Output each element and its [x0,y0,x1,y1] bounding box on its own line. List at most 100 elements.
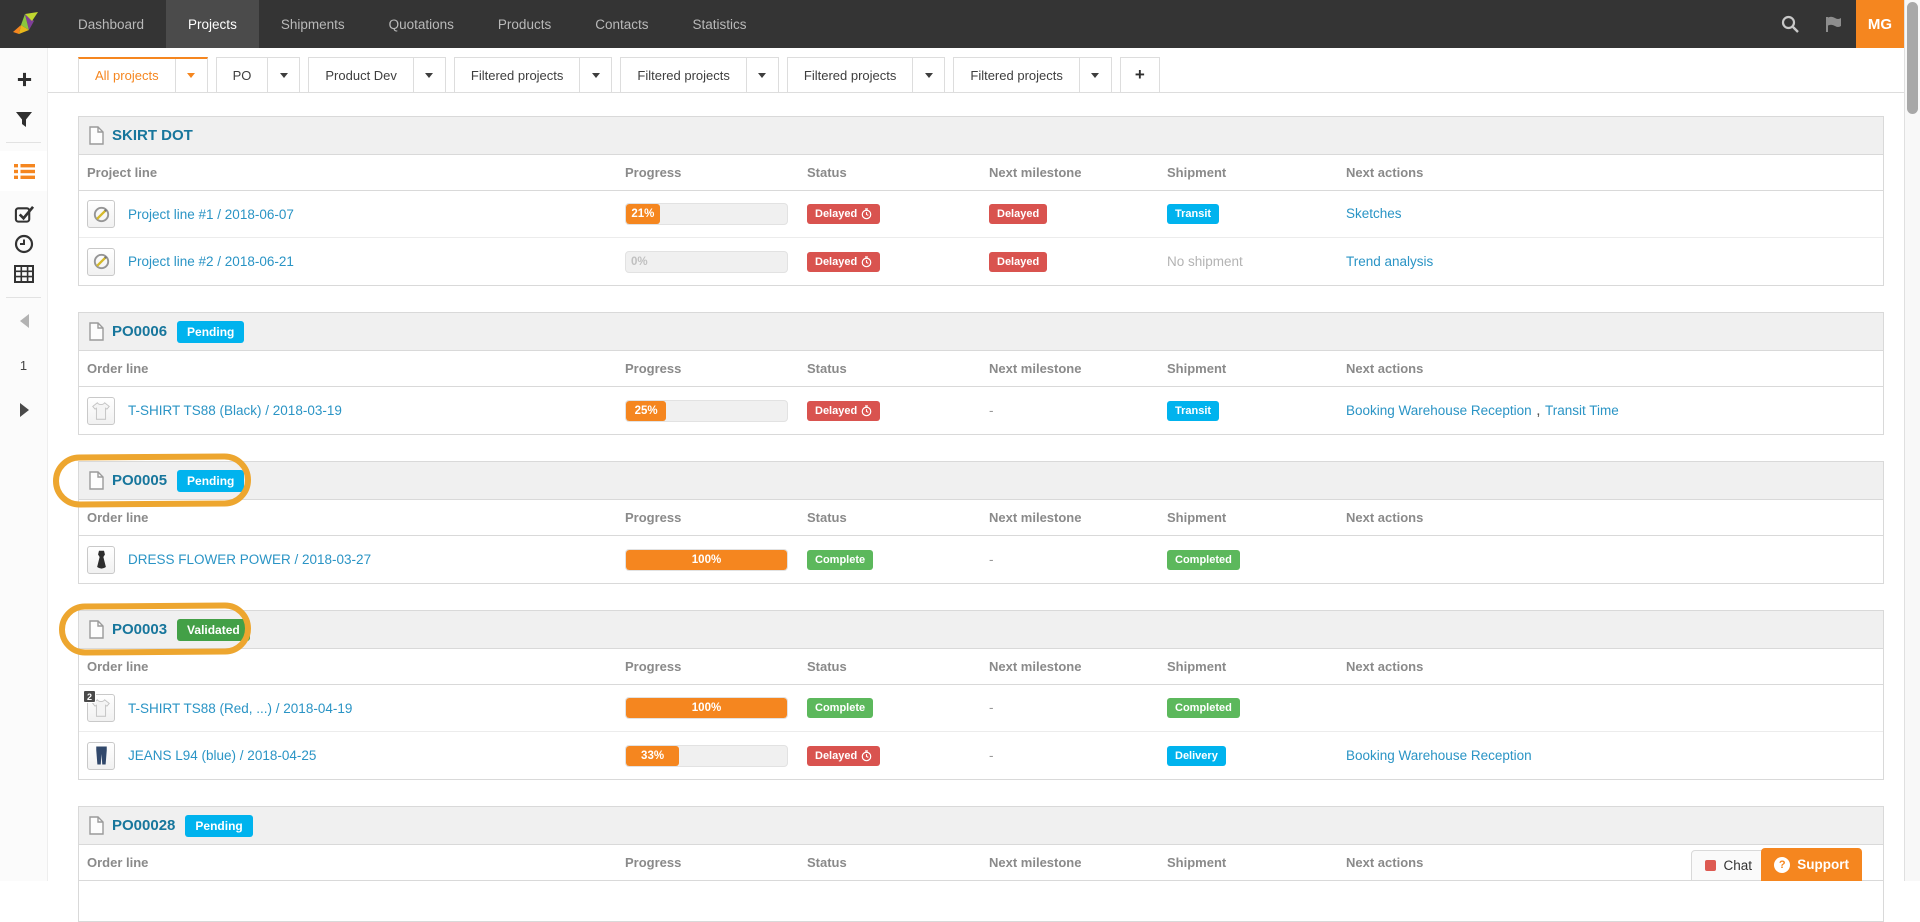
list-view-button[interactable] [0,156,48,186]
next-action-link[interactable]: Booking Warehouse Reception [1346,403,1532,418]
badge-label: Delivery [1175,750,1218,762]
tab-label[interactable]: Filtered projects [954,58,1078,92]
milestone-dash: - [989,403,994,418]
tab-label[interactable]: Filtered projects [621,58,745,92]
tab-label[interactable]: Filtered projects [455,58,579,92]
tab-label[interactable]: Filtered projects [788,58,912,92]
search-icon [1781,15,1800,34]
tshirt-thumbnail[interactable] [87,397,115,425]
filter-button[interactable] [0,104,48,134]
tab-product-dev[interactable]: Product Dev [308,57,446,92]
tab-dropdown-button[interactable] [413,58,445,92]
vertical-scrollbar[interactable] [1904,0,1920,881]
nav-item-shipments[interactable]: Shipments [259,0,367,48]
nav-item-products[interactable]: Products [476,0,573,48]
tab-all-projects[interactable]: All projects [78,57,208,92]
add-tab-button[interactable]: + [1120,57,1160,92]
table-view-button[interactable] [0,259,48,289]
project-title[interactable]: PO0003 [112,621,167,638]
tab-dropdown-button[interactable] [175,59,207,92]
action-separator: , [1532,402,1545,419]
tab-po[interactable]: PO [216,57,301,92]
next-page-button[interactable] [0,395,48,425]
flag-button[interactable] [1812,0,1856,48]
next-action-link[interactable]: Sketches [1346,206,1402,221]
support-button[interactable]: ? Support [1761,848,1862,881]
stopwatch-icon [861,750,872,762]
variant-count-badge: 2 [83,690,96,703]
project-card-header: PO0006 Pending [79,313,1883,351]
tool-sidebar: 1 [0,48,48,881]
tab-dropdown-button[interactable] [1079,58,1111,92]
col-project-line: Project line [79,165,617,180]
table-row: 2 T-SHIRT TS88 (Red, ...) / 2018-04-19 1… [79,685,1883,732]
badge-label: Delayed [815,750,857,762]
project-line-link[interactable]: Project line #1 / 2018-06-07 [128,207,294,222]
nav-item-statistics[interactable]: Statistics [670,0,768,48]
nav-item-projects[interactable]: Projects [166,0,259,48]
col-order-line: Order line [79,855,617,870]
chevron-down-icon [925,73,933,78]
chevron-down-icon [280,73,288,78]
tab-filtered-projects-1[interactable]: Filtered projects [454,57,612,92]
order-line-link[interactable]: T-SHIRT TS88 (Red, ...) / 2018-04-19 [128,701,352,716]
scrollbar-thumb[interactable] [1907,2,1918,114]
tasks-view-button[interactable] [0,199,48,229]
chat-button[interactable]: Chat [1691,850,1766,881]
user-avatar[interactable]: MG [1856,0,1904,48]
project-title[interactable]: SKIRT DOT [112,127,193,144]
nav-item-dashboard[interactable]: Dashboard [56,0,166,48]
sketch-placeholder-icon[interactable] [87,200,115,228]
col-status: Status [799,165,981,180]
next-action-link[interactable]: Transit Time [1545,403,1619,418]
tab-filtered-projects-3[interactable]: Filtered projects [787,57,945,92]
timeline-view-button[interactable] [0,229,48,259]
project-title[interactable]: PO00028 [112,817,175,834]
tshirt-thumbnail[interactable]: 2 [87,694,115,722]
badge-label: Complete [815,554,865,566]
tab-label[interactable]: Product Dev [309,58,413,92]
sketch-placeholder-icon[interactable] [87,248,115,276]
page-number: 1 [0,358,47,373]
nav-item-contacts[interactable]: Contacts [573,0,670,48]
tab-dropdown-button[interactable] [912,58,944,92]
hummingbird-logo-icon [11,9,45,39]
project-title[interactable]: PO0005 [112,472,167,489]
next-action-link[interactable]: Trend analysis [1346,254,1433,269]
status-badge: Delayed [807,401,880,421]
order-line-link[interactable]: JEANS L94 (blue) / 2018-04-25 [128,748,316,763]
col-order-line: Order line [79,510,617,525]
chat-label: Chat [1723,858,1752,873]
add-button[interactable] [0,64,48,94]
project-title[interactable]: PO0006 [112,323,167,340]
plus-icon [16,71,33,88]
order-line-link[interactable]: T-SHIRT TS88 (Black) / 2018-03-19 [128,403,342,418]
tab-label[interactable]: All projects [79,59,175,92]
app-logo[interactable] [0,0,56,48]
tab-dropdown-button[interactable] [746,58,778,92]
milestone-dash: - [989,748,994,763]
tab-dropdown-button[interactable] [579,58,611,92]
jeans-thumbnail[interactable] [87,742,115,770]
tab-dropdown-button[interactable] [267,58,299,92]
next-action-link[interactable]: Booking Warehouse Reception [1346,748,1532,763]
tab-label[interactable]: PO [217,58,268,92]
jeans-icon [94,744,109,767]
chevron-down-icon [187,73,195,78]
milestone-badge: Delayed [989,204,1047,224]
progress-bar: 100% [625,697,788,719]
project-line-link[interactable]: Project line #2 / 2018-06-21 [128,254,294,269]
checkbox-icon [14,204,34,224]
order-line-link[interactable]: DRESS FLOWER POWER / 2018-03-27 [128,552,371,567]
tab-filtered-projects-4[interactable]: Filtered projects [953,57,1111,92]
search-button[interactable] [1768,0,1812,48]
shipment-badge: Completed [1167,550,1240,570]
chevron-down-icon [425,73,433,78]
tab-filtered-projects-2[interactable]: Filtered projects [620,57,778,92]
grid-icon [14,265,34,283]
prev-page-button[interactable] [0,306,48,336]
nav-item-quotations[interactable]: Quotations [367,0,476,48]
support-label: Support [1797,857,1849,872]
milestone-dash: - [989,552,994,567]
dress-thumbnail[interactable] [87,546,115,574]
